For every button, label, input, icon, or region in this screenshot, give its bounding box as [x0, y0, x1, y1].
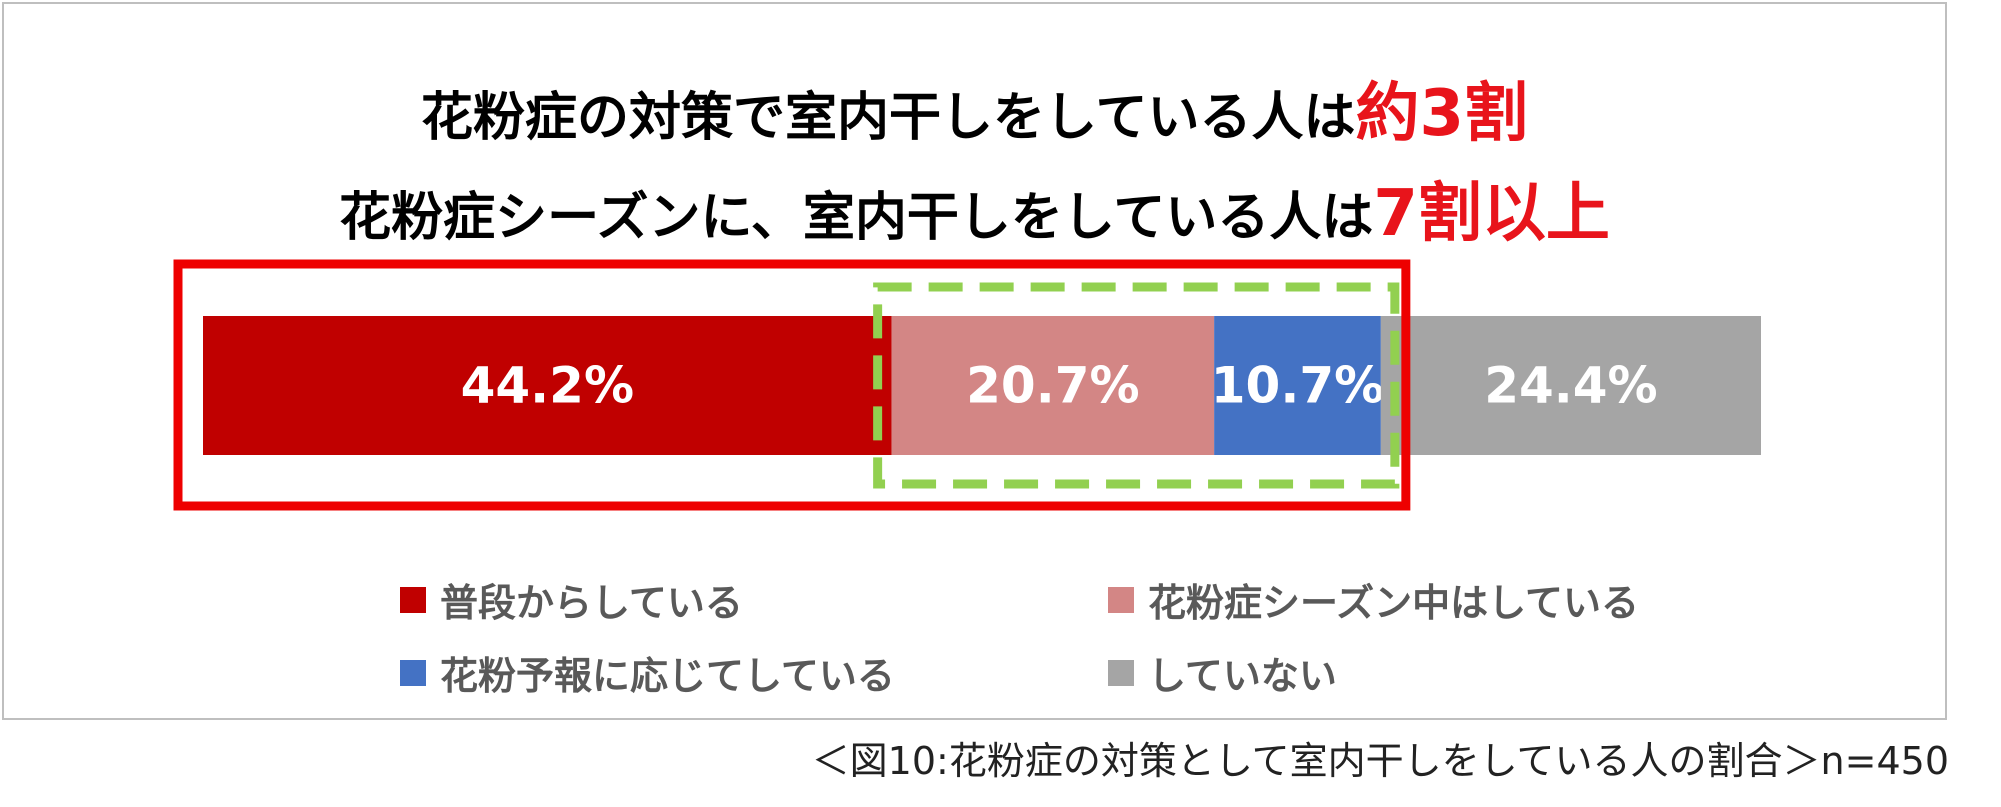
legend-item-0: 普段からしている: [400, 572, 743, 627]
legend-item-3: していない: [1108, 645, 1337, 700]
highlight-frame-green-dashed: [873, 282, 1400, 489]
legend-swatch-2: [400, 659, 426, 686]
legend-item-1: 花粉症シーズン中はしている: [1108, 572, 1639, 627]
bar-segment-1: [891, 316, 1215, 455]
legend-label-2: 花粉予報に応じてしている: [440, 654, 895, 698]
title-line-2: 花粉症シーズンに、室内干しをしている人は7割以上: [0, 162, 1949, 254]
bar-label-3: 24.4%: [1484, 357, 1657, 415]
bar-segment-0: [203, 316, 892, 455]
bar-segment-3: [1380, 316, 1761, 455]
figure-caption: ＜図10:花粉症の対策として室内干しをしている人の割合＞n=450: [811, 739, 1949, 783]
legend-label-0: 普段からしている: [440, 581, 743, 625]
highlight-frame-red: [173, 259, 1411, 511]
legend-swatch-3: [1108, 659, 1134, 686]
bar-label-1: 20.7%: [966, 357, 1139, 415]
title-line-1-highlight: 約3割: [1355, 77, 1528, 151]
title-line-2-text: 花粉症シーズンに、室内干しをしている人は: [339, 188, 1374, 248]
bar-segment-2: [1214, 316, 1381, 455]
title-line-1-text: 花粉症の対策で室内干しをしている人は: [421, 88, 1356, 148]
legend-item-2: 花粉予報に応じてしている: [400, 645, 895, 700]
legend-label-1: 花粉症シーズン中はしている: [1148, 581, 1639, 625]
legend-label-3: していない: [1148, 654, 1337, 698]
legend-swatch-0: [400, 586, 426, 613]
legend-swatch-1: [1108, 586, 1134, 613]
title-line-1: 花粉症の対策で室内干しをしている人は約3割: [0, 62, 1949, 154]
title-line-2-highlight: 7割以上: [1373, 177, 1610, 251]
bar-label-2: 10.7%: [1211, 357, 1384, 415]
bar-label-0: 44.2%: [461, 357, 634, 415]
